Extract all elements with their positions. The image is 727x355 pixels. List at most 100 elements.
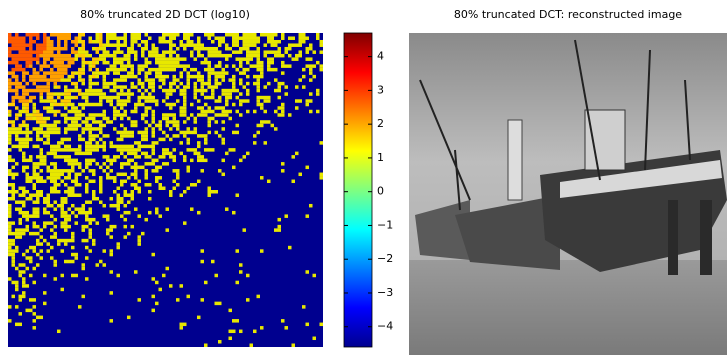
heat-cell (32, 207, 36, 211)
heat-cell (88, 221, 92, 225)
heat-cell (232, 33, 236, 37)
heat-cell (74, 207, 78, 211)
heat-cell (95, 46, 99, 51)
heat-cell (8, 46, 12, 51)
heat-cell (127, 130, 131, 135)
heat-cell (81, 120, 85, 124)
heat-cell (190, 113, 194, 117)
heat-cell (109, 228, 113, 232)
heat-cell (207, 50, 211, 54)
heat-cell (74, 81, 78, 86)
heat-cell (123, 39, 127, 44)
heat-cell (270, 36, 274, 40)
heat-cell (8, 109, 12, 114)
heat-cell (204, 33, 208, 37)
heat-cell (235, 319, 239, 323)
heat-cell (235, 57, 239, 61)
heat-cell (32, 312, 36, 316)
heat-cell (253, 134, 257, 138)
heat-cell (232, 36, 236, 40)
heat-cell (242, 57, 246, 61)
heat-cell (18, 273, 22, 278)
heat-cell (85, 210, 89, 215)
heat-cell (158, 165, 162, 170)
heat-cell (46, 137, 50, 142)
heat-cell (36, 200, 40, 204)
heat-cell (22, 53, 26, 58)
heat-cell (8, 85, 12, 89)
heat-cell (144, 74, 148, 79)
heat-cell (249, 50, 253, 54)
heat-cell (88, 53, 92, 58)
heat-cell (36, 33, 40, 37)
heat-cell (102, 249, 106, 253)
heat-cell (102, 169, 106, 173)
heat-cell (46, 141, 50, 145)
heat-cell (263, 53, 267, 58)
heat-cell (214, 36, 218, 40)
heat-cell (211, 88, 215, 93)
heat-cell (165, 134, 169, 138)
heat-cell (92, 74, 96, 79)
heat-cell (11, 256, 15, 260)
heat-cell (36, 144, 40, 149)
heat-cell (29, 95, 33, 100)
heat-cell (109, 291, 113, 295)
heat-cell (32, 95, 36, 100)
heat-cell (102, 263, 106, 267)
heat-cell (256, 53, 260, 58)
heat-cell (64, 210, 68, 215)
heat-cell (39, 151, 43, 156)
heat-cell (71, 186, 75, 190)
heat-cell (106, 67, 110, 72)
heat-cell (43, 273, 47, 278)
heat-cell (88, 169, 92, 173)
heat-cell (137, 155, 141, 159)
heat-cell (162, 78, 166, 82)
heat-cell (106, 53, 110, 58)
heat-cell (179, 39, 183, 44)
heat-cell (137, 95, 141, 100)
heat-cell (78, 33, 82, 37)
heat-cell (232, 88, 236, 93)
heat-cell (15, 322, 19, 327)
heat-cell (85, 256, 89, 260)
heat-cell (246, 39, 250, 44)
heat-cell (71, 109, 75, 114)
heat-cell (95, 81, 99, 86)
heat-cell (85, 148, 89, 152)
heat-cell (137, 298, 141, 302)
heat-cell (99, 259, 103, 264)
heat-cell (225, 102, 229, 107)
heat-cell (92, 190, 96, 194)
heat-cell (130, 151, 134, 156)
heat-cell (263, 109, 267, 114)
heat-cell (221, 74, 225, 79)
heat-cell (74, 39, 78, 44)
heat-cell (169, 85, 173, 89)
heat-cell (186, 81, 190, 86)
heatmap-title: 80% truncated 2D DCT (log10) (80, 8, 250, 21)
heat-cell (106, 81, 110, 86)
heat-cell (277, 217, 281, 222)
heat-cell (113, 144, 117, 149)
heat-cell (74, 106, 78, 110)
heat-cell (151, 130, 155, 135)
heat-cell (162, 81, 166, 86)
heat-cell (50, 123, 54, 128)
heat-cell (32, 102, 36, 107)
heat-cell (32, 116, 36, 121)
heat-cell (123, 33, 127, 37)
heat-cell (71, 127, 75, 131)
heat-cell (25, 266, 29, 271)
heat-cell (22, 57, 26, 61)
heat-cell (39, 95, 43, 100)
heat-cell (25, 60, 29, 65)
heat-cell (141, 46, 145, 51)
heat-cell (144, 60, 148, 65)
heat-cell (74, 88, 78, 93)
heat-cell (176, 64, 180, 68)
heat-cell (134, 36, 138, 40)
heat-cell (162, 64, 166, 68)
